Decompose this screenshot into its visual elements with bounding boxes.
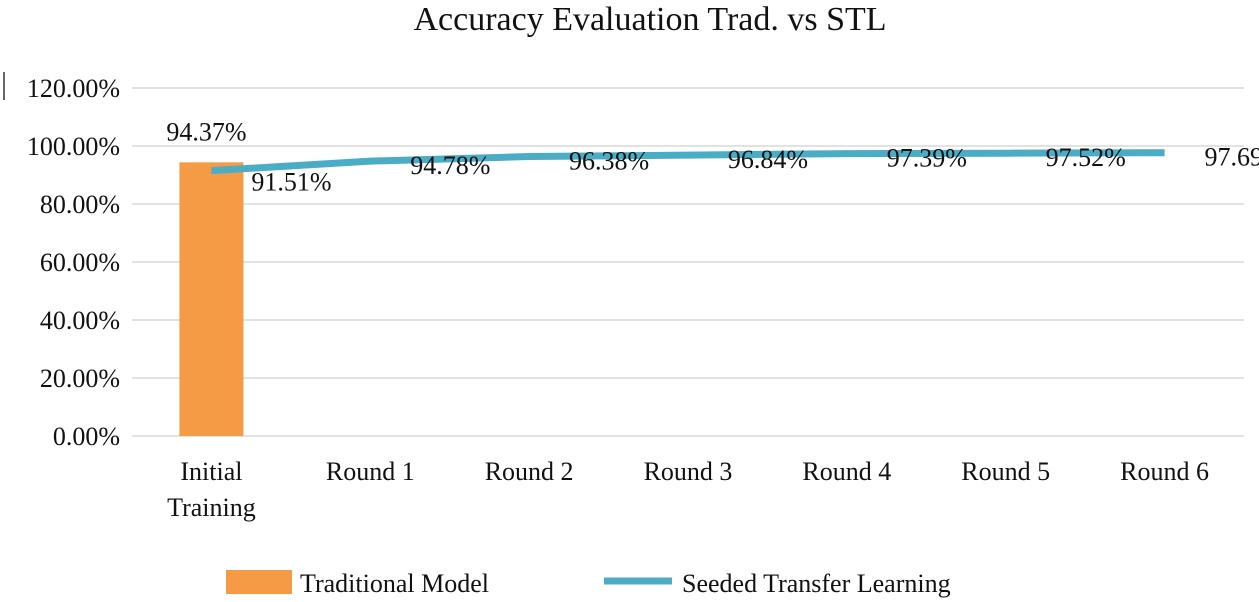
legend-label-seeded-transfer-learning: Seeded Transfer Learning: [682, 569, 951, 598]
line-data-label: 96.84%: [728, 145, 808, 174]
gridlines: [132, 87, 1244, 437]
legend-swatch-traditional-model: [226, 570, 292, 594]
y-tick-label: 60.00%: [40, 248, 120, 277]
line-series: [211, 149, 1165, 175]
x-category-label: Round 6: [1120, 457, 1209, 486]
x-category-label: Round 1: [326, 457, 415, 486]
line-data-label: 96.38%: [569, 146, 649, 175]
x-category-label: Training: [167, 493, 256, 522]
data-labels: 94.37%91.51% 94.78% 96.38% 96.84% 97.39% 97.5…: [166, 117, 1259, 196]
y-tick-label: 20.00%: [40, 364, 120, 393]
x-category-label: Round 4: [802, 457, 891, 486]
x-category-label: Initial: [180, 457, 242, 486]
x-category-label: Round 5: [961, 457, 1050, 486]
line-data-label: 94.78%: [410, 151, 490, 180]
x-category-label: Round 3: [644, 457, 733, 486]
x-category-label: Round 2: [485, 457, 574, 486]
x-axis-categories: Initial Training Round 1 Round 2 Round 3 Roun…: [167, 457, 1209, 522]
line-data-label: 97.69%: [1204, 143, 1259, 172]
line-data-label: 97.39%: [887, 144, 967, 173]
y-tick-label: 100.00%: [27, 132, 120, 161]
bar-series: [179, 162, 244, 436]
line-data-label: 97.52%: [1046, 143, 1126, 172]
y-tick-label: 120.00%: [27, 74, 120, 103]
chart-title: Accuracy Evaluation Trad. vs STL: [413, 1, 886, 38]
legend-label-traditional-model: Traditional Model: [300, 569, 489, 598]
line-data-label: 91.51%: [251, 168, 331, 197]
legend: Traditional Model Seeded Transfer Learnin…: [226, 569, 951, 598]
y-tick-label: 80.00%: [40, 190, 120, 219]
y-axis-ticks: 0.00% 20.00% 40.00% 60.00% 80.00% 100.00% 120.…: [27, 74, 120, 451]
bar-data-label: 94.37%: [166, 117, 246, 146]
y-tick-label: 40.00%: [40, 306, 120, 335]
traditional-model-bar: [179, 162, 244, 436]
y-tick-label: 0.00%: [53, 422, 120, 451]
seeded-transfer-learning-line: [211, 149, 1165, 175]
